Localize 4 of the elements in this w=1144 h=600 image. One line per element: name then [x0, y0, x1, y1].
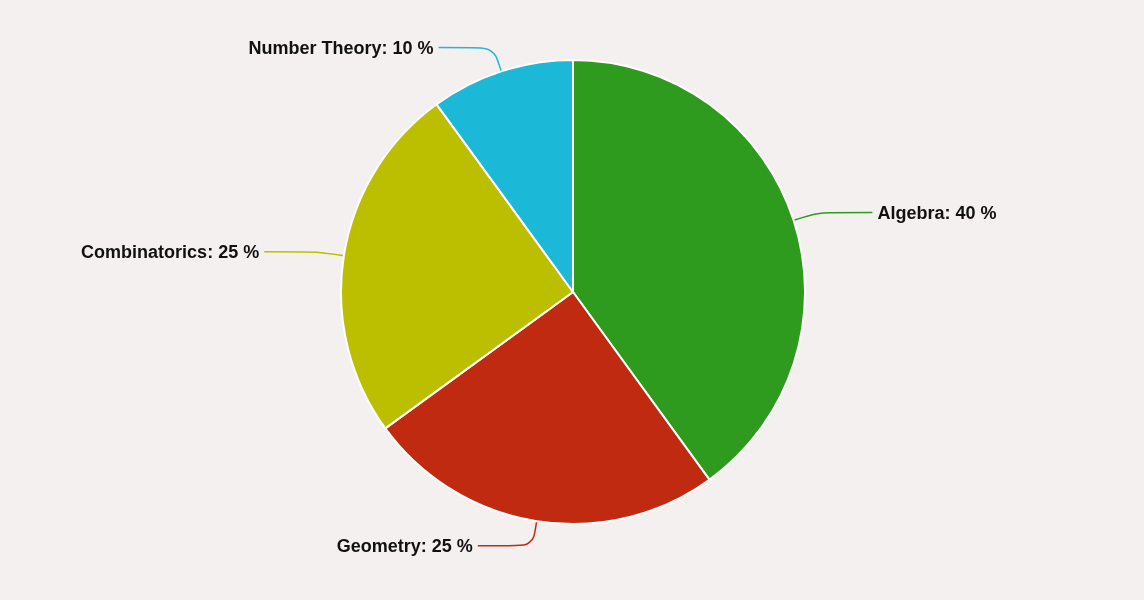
- slice-label: Number Theory: 10 %: [248, 37, 434, 58]
- slice-label: Geometry: 25 %: [336, 535, 473, 556]
- slice-label: Combinatorics: 25 %: [81, 241, 260, 262]
- slice-label: Algebra: 40 %: [877, 202, 997, 223]
